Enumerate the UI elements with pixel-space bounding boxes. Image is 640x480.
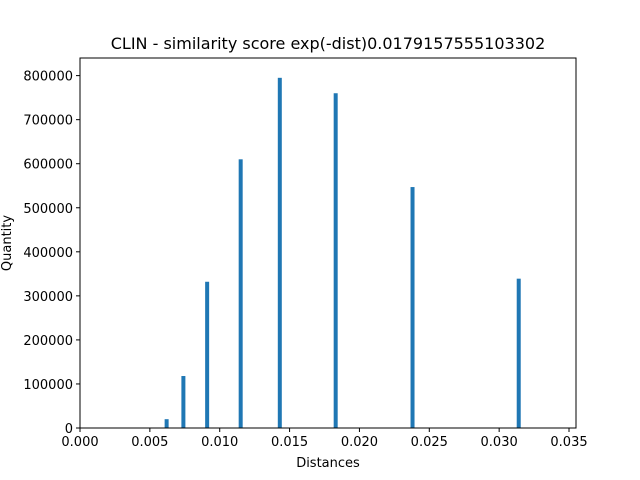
y-tick-label-4: 400000: [23, 246, 73, 261]
y-tick-label-6: 600000: [23, 158, 73, 173]
y-tick-label-5: 500000: [23, 202, 73, 217]
x-tick-label-7: 0.035: [550, 435, 587, 450]
y-axis-label: Quantity: [0, 215, 15, 271]
y-tick-label-7: 700000: [23, 114, 73, 129]
bar-6: [410, 187, 415, 428]
x-tick-label-6: 0.030: [481, 435, 518, 450]
bar-5: [333, 93, 338, 429]
x-tick-label-2: 0.010: [201, 435, 238, 450]
y-tick-label-8: 800000: [23, 70, 73, 85]
plot-frame: [79, 57, 577, 429]
y-tick-label-0: 0: [65, 422, 73, 437]
bar-2: [205, 281, 210, 428]
y-tick-label-1: 100000: [23, 378, 73, 393]
x-tick-label-5: 0.025: [411, 435, 448, 450]
y-tick-label-3: 300000: [23, 290, 73, 305]
bar-7: [516, 278, 521, 428]
x-tick-label-4: 0.020: [341, 435, 378, 450]
y-ticks-group: 0 100000 200000 300000 400000 500000 600000 700…: [23, 70, 80, 437]
y-tick-label-2: 200000: [23, 334, 73, 349]
bar-4: [277, 77, 282, 428]
chart-title: CLIN - similarity score exp(-dist)0.0179…: [111, 34, 546, 53]
x-tick-label-0: 0.000: [61, 435, 98, 450]
x-tick-label-3: 0.015: [271, 435, 308, 450]
bar-1: [181, 376, 186, 428]
bar-0: [164, 419, 169, 428]
x-tick-label-1: 0.005: [131, 435, 168, 450]
bar-3: [238, 159, 243, 428]
x-ticks-group: 0.000 0.005 0.010 0.015 0.020 0.025 0.030 0.035: [61, 428, 588, 450]
bars-group: [164, 77, 521, 429]
x-axis-label: Distances: [296, 456, 360, 471]
